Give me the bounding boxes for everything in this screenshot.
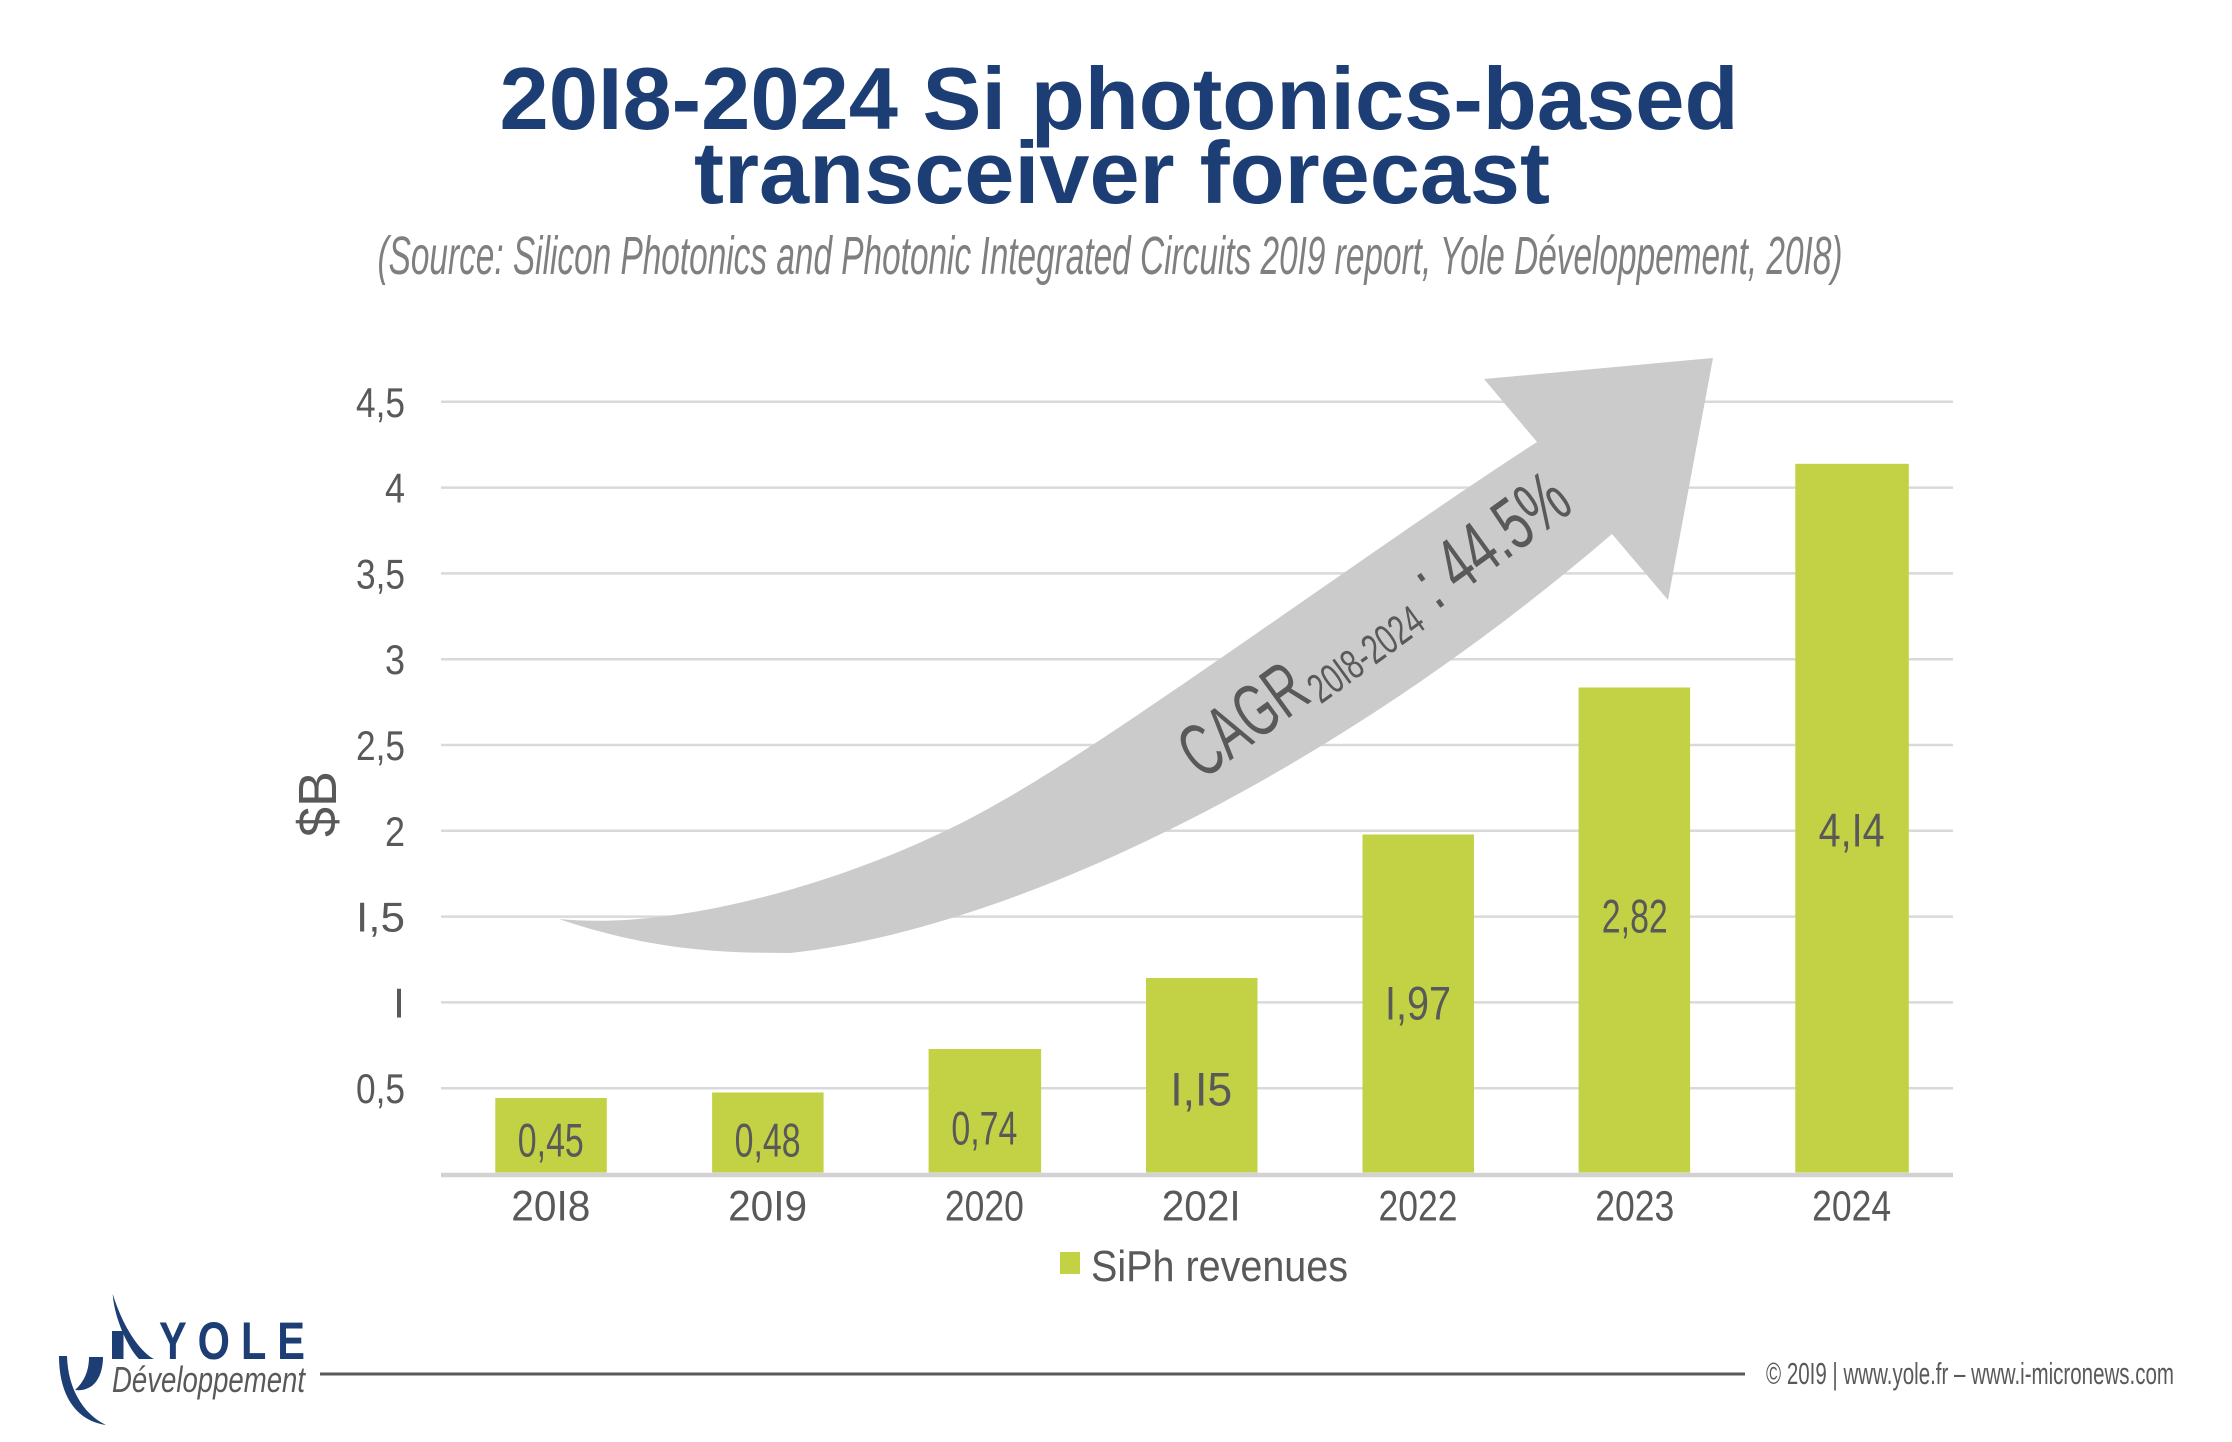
svg-text:4,5: 4,5 xyxy=(356,379,405,426)
svg-text:2,5: 2,5 xyxy=(356,722,405,769)
svg-text:3: 3 xyxy=(385,636,405,683)
svg-text:I,I5: I,I5 xyxy=(1170,1063,1232,1116)
svg-text:2022: 2022 xyxy=(1379,1183,1458,1231)
svg-text:(Source: Silicon Photonics and: (Source: Silicon Photonics and Photonic … xyxy=(378,226,1843,286)
svg-text:4,I4: 4,I4 xyxy=(1819,804,1885,857)
svg-text:YOLE: YOLE xyxy=(159,1312,316,1371)
svg-text:$B: $B xyxy=(288,771,348,837)
svg-text:2,82: 2,82 xyxy=(1602,890,1668,943)
svg-text:Développement: Développement xyxy=(112,1359,307,1400)
svg-text:I: I xyxy=(393,979,405,1026)
svg-text:0,74: 0,74 xyxy=(951,1102,1017,1155)
svg-text:0,45: 0,45 xyxy=(518,1114,584,1167)
svg-text:SiPh revenues: SiPh revenues xyxy=(1091,1242,1348,1291)
svg-text:3,5: 3,5 xyxy=(356,550,405,597)
svg-text:transceiver forecast: transceiver forecast xyxy=(694,123,1550,222)
svg-text:2023: 2023 xyxy=(1595,1183,1674,1231)
svg-text:20I9: 20I9 xyxy=(728,1183,807,1231)
svg-text:I,97: I,97 xyxy=(1385,977,1451,1030)
svg-text:I,5: I,5 xyxy=(356,894,405,941)
svg-text:202I: 202I xyxy=(1162,1183,1241,1231)
svg-text:0,5: 0,5 xyxy=(356,1065,405,1112)
svg-text:2020: 2020 xyxy=(945,1183,1024,1231)
svg-text:2: 2 xyxy=(385,808,405,855)
svg-text:20I8-2024 Si photonics-based: 20I8-2024 Si photonics-based xyxy=(500,49,1739,148)
svg-text:2024: 2024 xyxy=(1812,1183,1891,1231)
svg-text:20I8: 20I8 xyxy=(511,1183,590,1231)
svg-text:0,48: 0,48 xyxy=(735,1114,801,1167)
svg-text:4: 4 xyxy=(385,465,405,512)
svg-text:© 20I9 | www.yole.fr – www.i-m: © 20I9 | www.yole.fr – www.i-micronews.c… xyxy=(1766,1356,2174,1391)
